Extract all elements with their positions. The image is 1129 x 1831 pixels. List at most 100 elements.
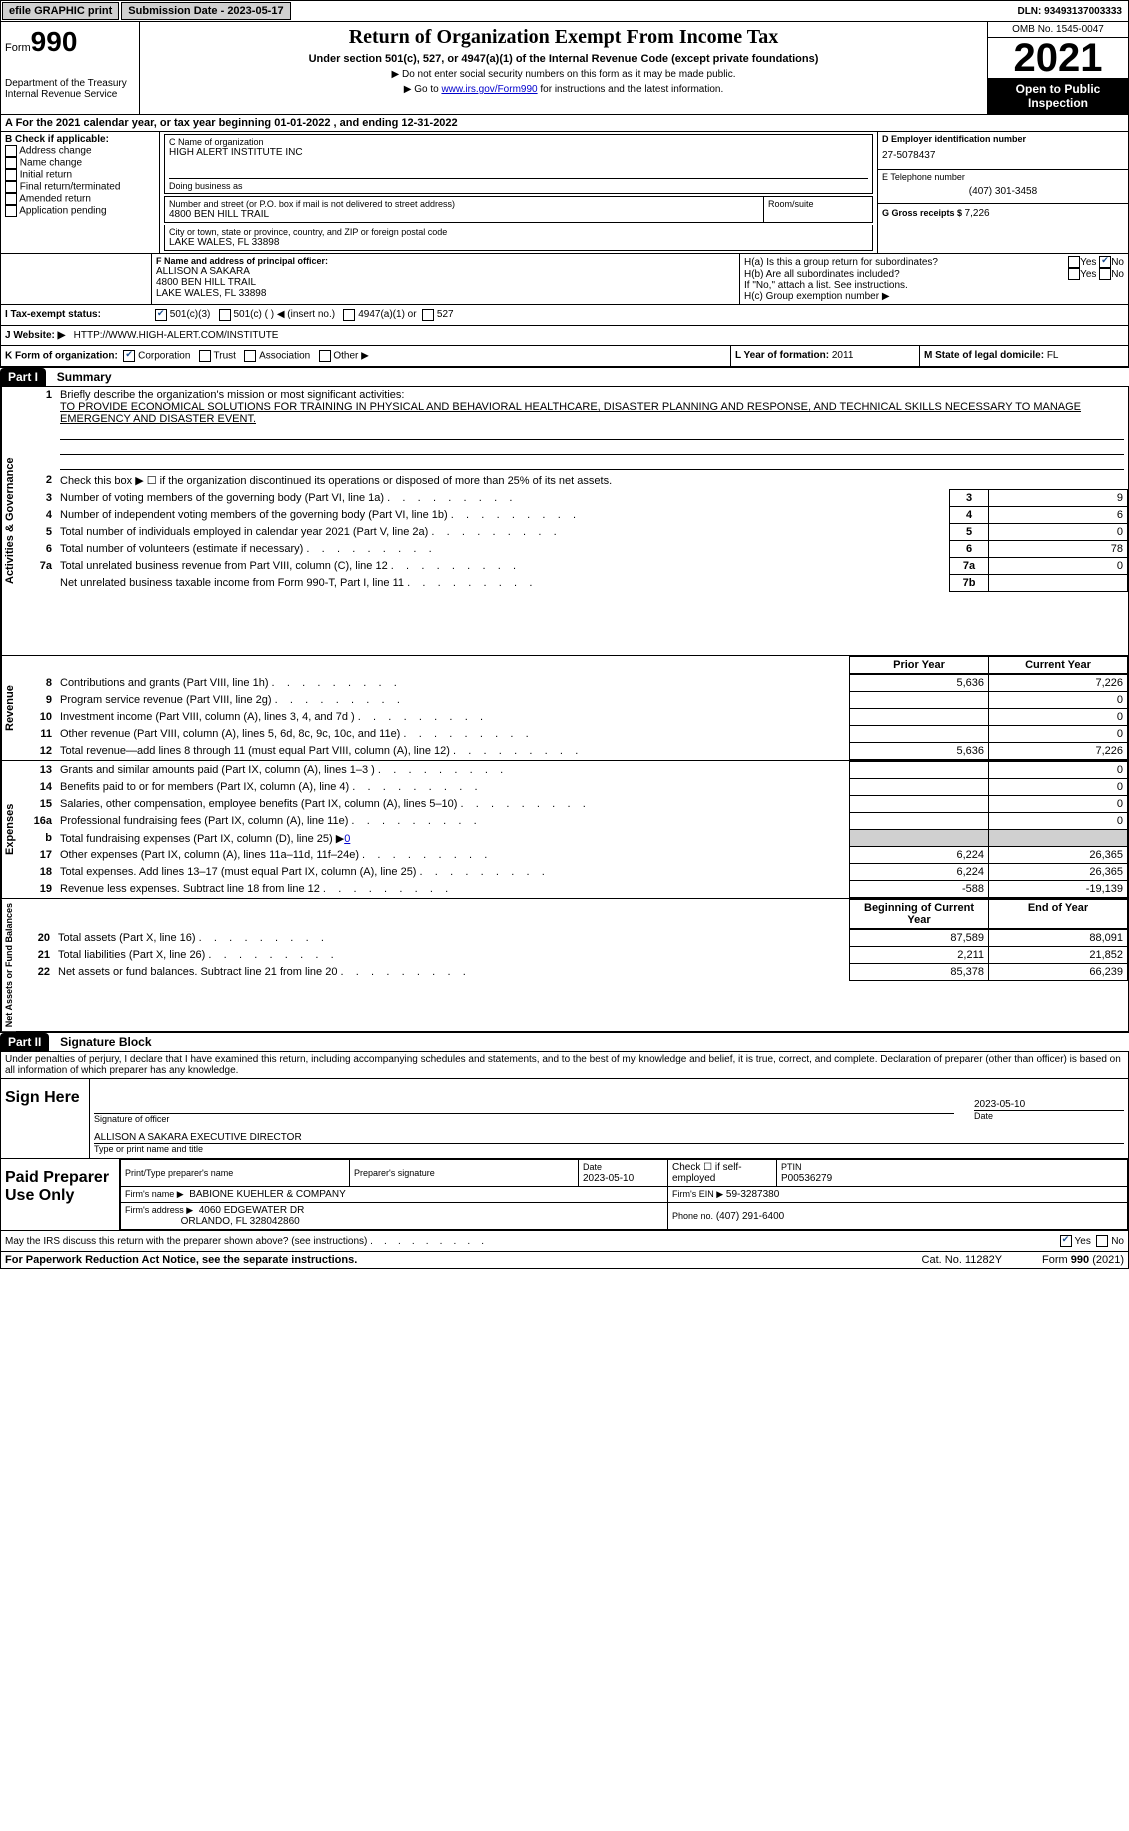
prior-val xyxy=(850,779,989,796)
instr2-pre: ▶ Go to xyxy=(404,84,442,95)
cb-501c[interactable] xyxy=(219,309,231,321)
cb-amended[interactable]: Amended return xyxy=(5,193,155,205)
side-revenue: Revenue xyxy=(1,656,18,760)
line-text: Benefits paid to or for members (Part IX… xyxy=(56,779,850,796)
sec-m: M State of legal domicile: FL xyxy=(920,346,1128,366)
print-prep-label: Print/Type preparer's name xyxy=(125,1168,233,1178)
cb-assoc[interactable] xyxy=(244,350,256,362)
line-num: 9 xyxy=(18,692,56,709)
room-label: Room/suite xyxy=(764,197,872,222)
cb-4947[interactable] xyxy=(343,309,355,321)
cb-other[interactable] xyxy=(319,350,331,362)
ha-yes-cb[interactable] xyxy=(1068,256,1080,268)
sig-date: 2023-05-10 xyxy=(974,1099,1124,1110)
line-a-pre: A For the 2021 calendar year, or tax yea… xyxy=(5,117,274,129)
line-box: 6 xyxy=(950,541,989,558)
submission-date-button[interactable]: Submission Date - 2023-05-17 xyxy=(121,2,290,20)
h-a-row: H(a) Is this a group return for subordin… xyxy=(744,256,1124,268)
ha-no-cb[interactable] xyxy=(1099,256,1111,268)
form-title: Return of Organization Exempt From Incom… xyxy=(150,26,977,49)
prior-val: -588 xyxy=(850,881,989,898)
curr-val: 21,852 xyxy=(989,947,1128,964)
officer-city: LAKE WALES, FL 33898 xyxy=(156,288,735,299)
cb-app-pending[interactable]: Application pending xyxy=(5,205,155,217)
line-text: Total liabilities (Part X, line 26) xyxy=(54,947,850,964)
end-year-hdr: End of Year xyxy=(989,900,1128,929)
cb-trust[interactable] xyxy=(199,350,211,362)
cb-corp[interactable] xyxy=(123,350,135,362)
prior-val: 5,636 xyxy=(850,743,989,760)
cb-501c3[interactable] xyxy=(155,309,167,321)
line-num: 17 xyxy=(18,847,56,864)
beg-year-hdr: Beginning of Current Year xyxy=(850,900,989,929)
prep-date-val: 2023-05-10 xyxy=(583,1173,634,1184)
sec-klm: K Form of organization: Corporation Trus… xyxy=(0,346,1129,367)
revenue-section: Revenue Prior Year Current Year 8 Contri… xyxy=(0,656,1129,761)
cb-initial-return[interactable]: Initial return xyxy=(5,169,155,181)
curr-val: 0 xyxy=(989,726,1128,743)
cb-name-change[interactable]: Name change xyxy=(5,157,155,169)
check-self[interactable]: Check ☐ if self-employed xyxy=(668,1160,777,1187)
prior-val: 5,636 xyxy=(850,675,989,692)
ptin-label: PTIN xyxy=(781,1162,802,1172)
line-text: Grants and similar amounts paid (Part IX… xyxy=(56,762,850,779)
ein-value: 27-5078437 xyxy=(882,144,1124,167)
line-num: 8 xyxy=(18,675,56,692)
hb-yes-cb[interactable] xyxy=(1068,268,1080,280)
preparer-table: Print/Type preparer's name Preparer's si… xyxy=(120,1159,1128,1230)
line-num: 5 xyxy=(18,524,56,541)
website-value: HTTP://WWW.HIGH-ALERT.COM/INSTITUTE xyxy=(74,330,279,341)
netassets-table: 20 Total assets (Part X, line 16) 87,589… xyxy=(16,929,1128,981)
section-fh: F Name and address of principal officer:… xyxy=(0,254,1129,305)
l-val: 2011 xyxy=(832,350,854,361)
type-name-label: Type or print name and title xyxy=(94,1144,1124,1154)
phone-value: (407) 301-3458 xyxy=(882,182,1124,201)
e-label: E Telephone number xyxy=(882,172,1124,182)
line-num: 19 xyxy=(18,881,56,898)
line-text: Total assets (Part X, line 16) xyxy=(54,930,850,947)
officer-addr: 4800 BEN HILL TRAIL xyxy=(156,277,735,288)
line-num: 21 xyxy=(16,947,54,964)
efile-print-button[interactable]: efile GRAPHIC print xyxy=(2,2,119,20)
line-a-end: 12-31-2022 xyxy=(401,117,457,129)
line-a-begin: 01-01-2022 xyxy=(274,117,330,129)
part2-hdr: Part II xyxy=(0,1033,49,1051)
irs-link[interactable]: www.irs.gov/Form990 xyxy=(441,84,537,95)
line-text: Total number of individuals employed in … xyxy=(56,524,950,541)
hc-label: H(c) Group exemption number ▶ xyxy=(744,291,1124,302)
sec-h: H(a) Is this a group return for subordin… xyxy=(740,254,1128,304)
q2-text: Check this box ▶ ☐ if the organization d… xyxy=(56,472,1128,489)
line-val xyxy=(989,575,1128,592)
line-num: b xyxy=(18,830,56,847)
hb-no-cb[interactable] xyxy=(1099,268,1111,280)
curr-val: 66,239 xyxy=(989,964,1128,981)
firm-name: BABIONE KUEHLER & COMPANY xyxy=(189,1189,346,1200)
curr-val: 0 xyxy=(989,813,1128,830)
expenses-section: Expenses 13 Grants and similar amounts p… xyxy=(0,761,1129,899)
curr-val: 88,091 xyxy=(989,930,1128,947)
sec-k: K Form of organization: Corporation Trus… xyxy=(1,346,731,366)
date-label: Date xyxy=(974,1110,1124,1121)
line-num: 16a xyxy=(18,813,56,830)
prior-val xyxy=(850,762,989,779)
org-name: HIGH ALERT INSTITUTE INC xyxy=(169,147,868,158)
line-val: 6 xyxy=(989,507,1128,524)
line-box: 7b xyxy=(950,575,989,592)
line-a: A For the 2021 calendar year, or tax yea… xyxy=(0,115,1129,132)
line-text: Total expenses. Add lines 13–17 (must eq… xyxy=(56,864,850,881)
cb-address-change[interactable]: Address change xyxy=(5,145,155,157)
line-num: 3 xyxy=(18,490,56,507)
line-text: Net assets or fund balances. Subtract li… xyxy=(54,964,850,981)
addr-label: Number and street (or P.O. box if mail i… xyxy=(169,199,759,209)
ein-box: D Employer identification number 27-5078… xyxy=(878,132,1128,170)
may-irs-yes[interactable] xyxy=(1060,1235,1072,1247)
cb-527[interactable] xyxy=(422,309,434,321)
line-text: Total fundraising expenses (Part IX, col… xyxy=(56,830,850,847)
may-irs-no[interactable] xyxy=(1096,1235,1108,1247)
line-num: 20 xyxy=(16,930,54,947)
gross-receipts: G Gross receipts $ 7,226 xyxy=(878,204,1128,223)
city-box: City or town, state or province, country… xyxy=(164,225,873,251)
cb-final-return[interactable]: Final return/terminated xyxy=(5,181,155,193)
prior-val xyxy=(850,830,989,847)
curr-val: 26,365 xyxy=(989,864,1128,881)
